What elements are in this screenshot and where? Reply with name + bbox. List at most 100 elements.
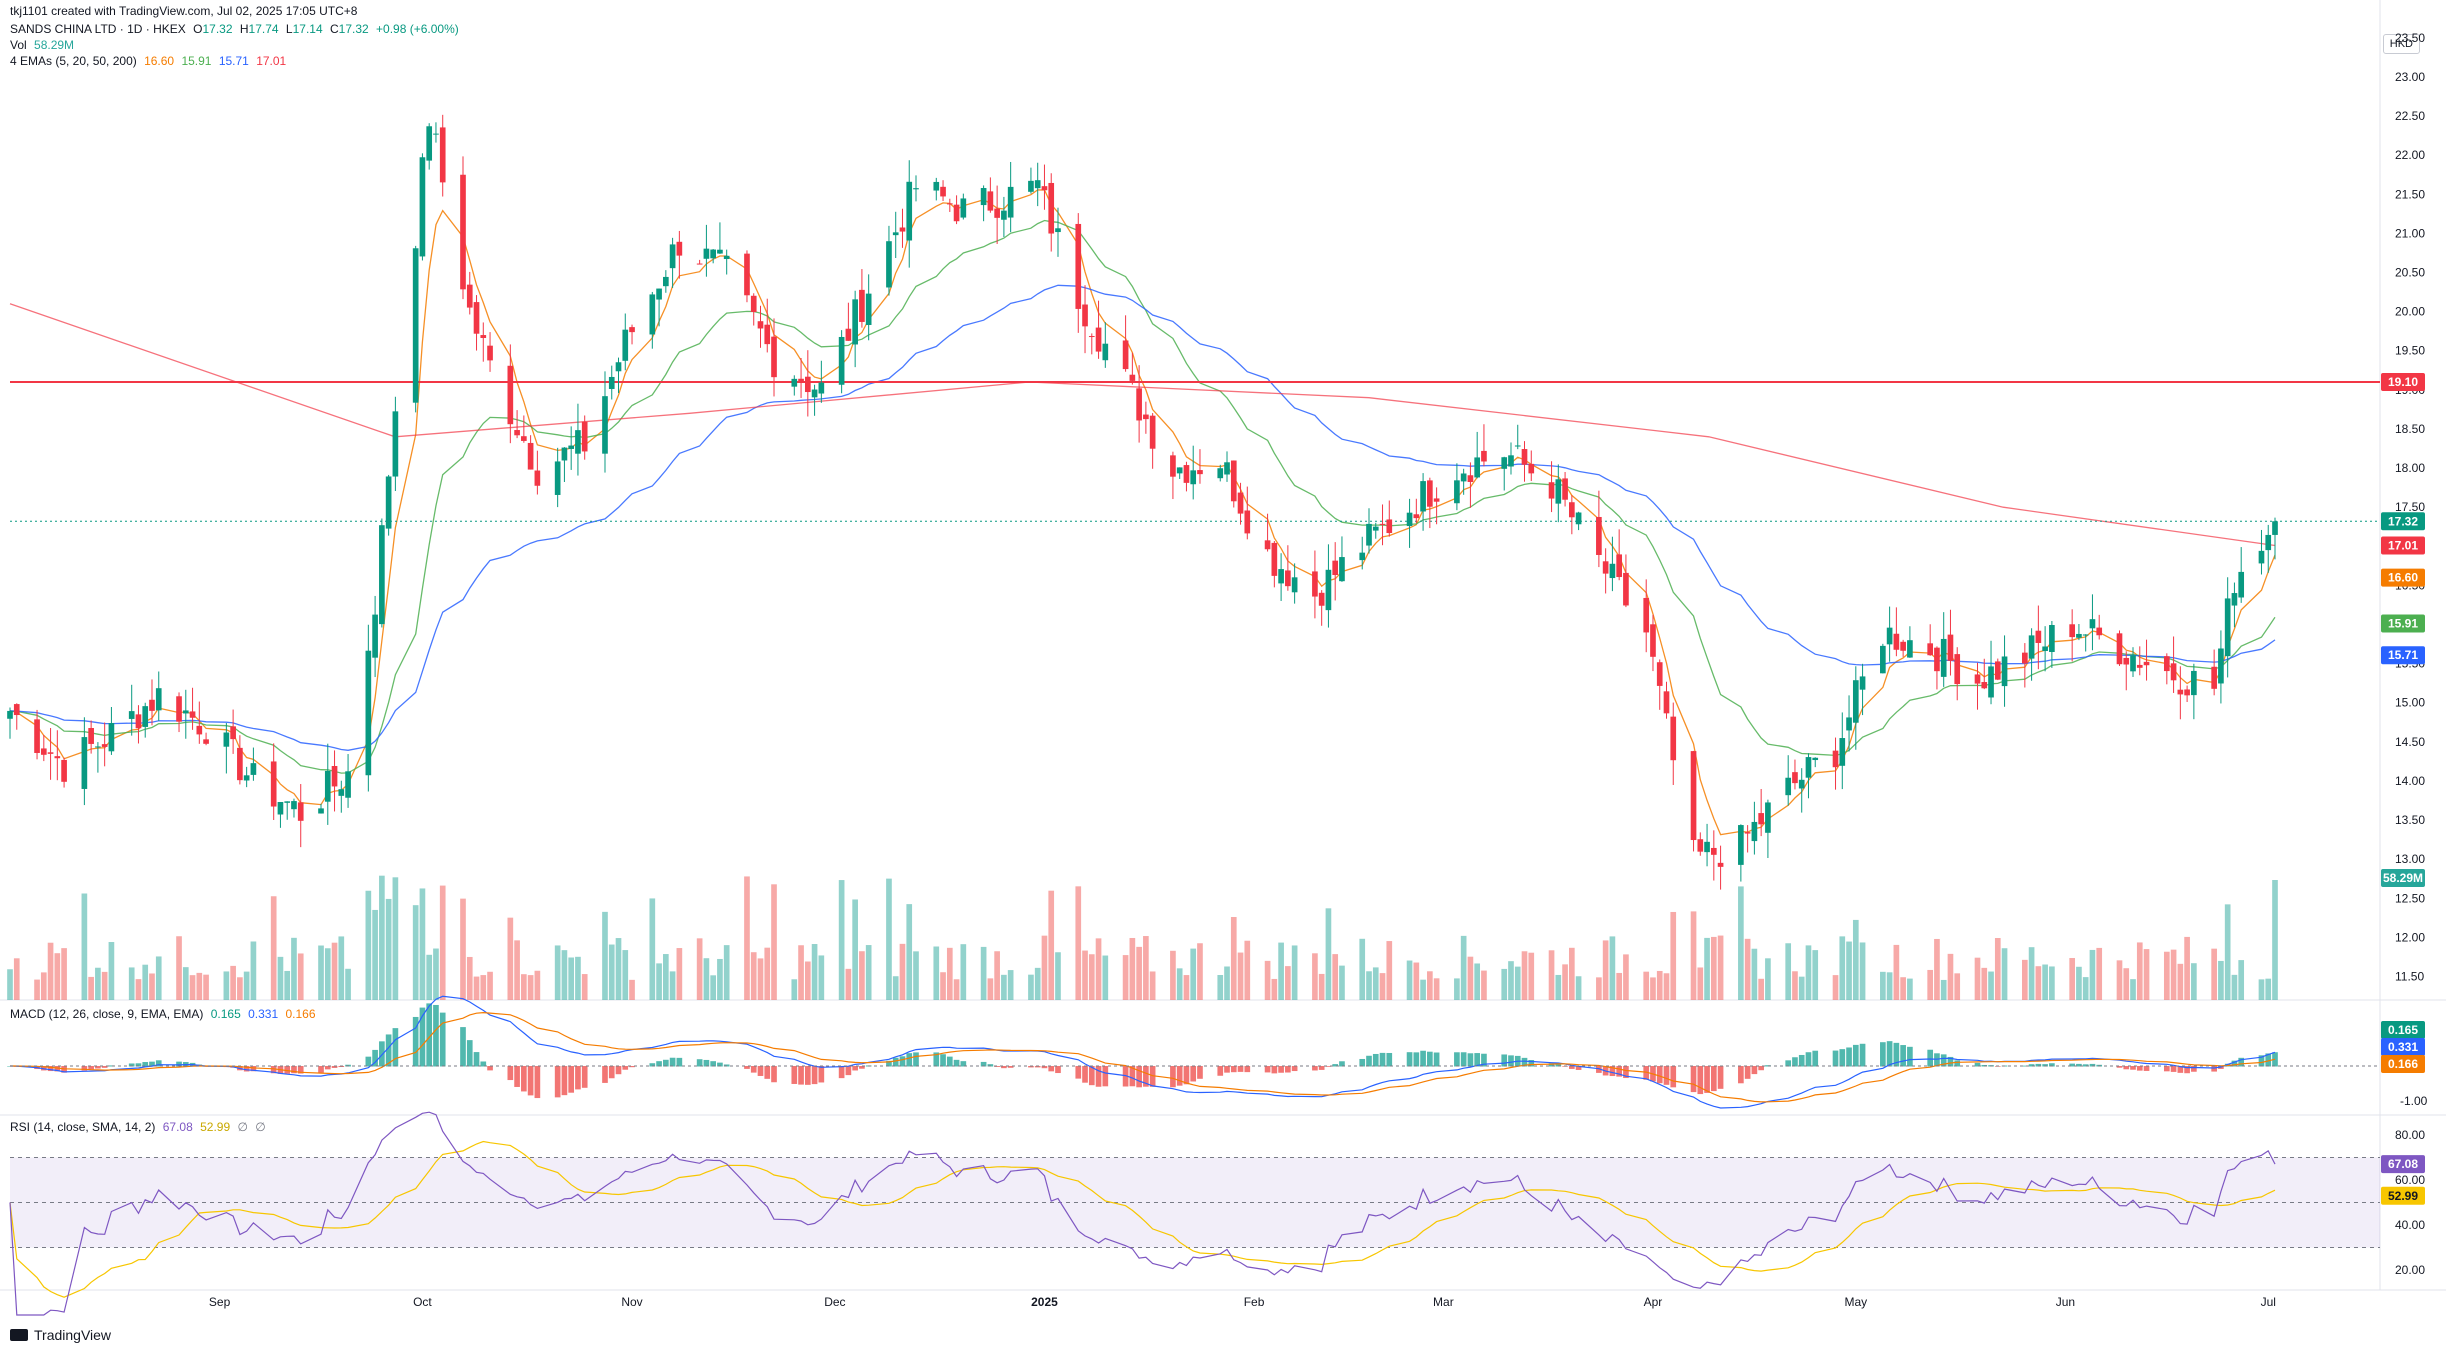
macd-badge [2381, 1055, 2425, 1073]
candle-body [723, 255, 730, 260]
candle-body [2042, 646, 2048, 651]
currency-button[interactable]: HKD [2382, 34, 2420, 54]
candle-body [521, 436, 527, 441]
macd-hist-bar [1886, 1041, 1893, 1067]
candle-body [243, 775, 250, 781]
volume-bar [757, 958, 764, 1000]
macd-hist-bar [1528, 1060, 1535, 1067]
candle-body [1325, 569, 1332, 611]
macd-hist-bar [1697, 1066, 1704, 1095]
candle-body [933, 181, 940, 191]
volume-bar [1285, 966, 1291, 1000]
macd-hist-bar [270, 1066, 277, 1074]
macd-hist-bar [1481, 1053, 1487, 1067]
candle-body [2130, 655, 2136, 672]
ema-line [9, 303, 2276, 547]
volume-bar [581, 974, 588, 1000]
macd-hist-bar [250, 1066, 257, 1072]
candle-body [1082, 304, 1088, 327]
price-badges: 19.10 17.32 17.01 16.60 15.91 15.71 58.29M [2381, 373, 2425, 887]
volume-bar [419, 888, 426, 1000]
volume-bar [1832, 975, 1839, 1000]
volume-bar [1190, 948, 1197, 1000]
volume-bar [629, 979, 635, 1000]
candle-body [1886, 627, 1893, 645]
candle-body [663, 276, 669, 287]
volume-bar [1055, 952, 1061, 1000]
volume-bar [1893, 944, 1900, 1000]
volume-bar [960, 944, 967, 1000]
rsi-legend: RSI (14, close, SMA, 14, 2) 67.08 52.99 … [10, 1120, 270, 1134]
candle-body [1555, 479, 1562, 504]
volume-bar [95, 967, 101, 1000]
volume-bar [1940, 979, 1947, 1000]
volume-bar [561, 950, 568, 1000]
macd-hist-bar [324, 1066, 331, 1070]
symbol-title[interactable]: SANDS CHINA LTD · 1D · HKEX [10, 22, 186, 36]
macd-badge [2381, 1038, 2425, 1056]
volume-bar [1075, 886, 1082, 1000]
candle-body [852, 299, 858, 345]
candle-body [2089, 619, 2096, 629]
macd-hist-bar [1785, 1060, 1792, 1067]
candle-body [277, 802, 284, 815]
volume-bar [1880, 971, 1886, 1000]
candle-body [1102, 343, 1109, 361]
macd-hist-bar [696, 1059, 703, 1067]
macd-hist-bar [1940, 1054, 1947, 1067]
volume-label[interactable]: Vol [10, 38, 27, 52]
rsi-label[interactable]: RSI (14, close, SMA, 14, 2) [10, 1120, 156, 1134]
rsi-ma-value: 52.99 [200, 1120, 231, 1134]
macd-label[interactable]: MACD (12, 26, close, 9, EMA, EMA) [10, 1007, 204, 1021]
candle-body [297, 802, 304, 821]
volume-bar [1596, 977, 1602, 1000]
macd-hist-bar [818, 1066, 825, 1083]
candle-body [182, 710, 189, 714]
volume-bar [1656, 970, 1663, 1000]
candle-body [88, 728, 94, 744]
candle-body [554, 461, 561, 495]
ema-label[interactable]: 4 EMAs (5, 20, 50, 200) [10, 54, 137, 68]
candle-body [1940, 638, 1947, 677]
candle-body [338, 789, 345, 796]
macd-hist-bar [1880, 1042, 1886, 1067]
macd-hist-bar [1372, 1053, 1379, 1067]
price-badge-label: 17.01 [2388, 539, 2418, 553]
volume-bar [196, 972, 203, 1000]
candle-body [1947, 634, 1954, 661]
volume-bar [2224, 904, 2231, 1000]
volume-bar [2238, 960, 2245, 1000]
candle-body [1893, 633, 1900, 650]
volume-bar [1460, 935, 1467, 1000]
volume-bar [1663, 973, 1670, 1000]
volume-bar [1650, 977, 1656, 1000]
candle-body [2265, 534, 2272, 551]
macd-hist-bar [1900, 1045, 1906, 1067]
volume-bar [568, 957, 575, 1000]
macd-hist-bar [1366, 1055, 1372, 1067]
volume-bar [717, 958, 723, 1000]
macd-hist-bar [521, 1066, 527, 1092]
macd-hist-bar [1839, 1049, 1846, 1067]
candle-body [1508, 455, 1514, 467]
macd-hist-bar [426, 1003, 433, 1067]
volume-bar [2049, 966, 2055, 1000]
close-label: C [329, 22, 339, 36]
macd-hist-bar [1007, 1066, 1014, 1068]
price-badge [2381, 869, 2425, 887]
macd-hist-bar [1312, 1066, 1318, 1071]
macd-hist-bar [1413, 1052, 1420, 1067]
grid [0, 0, 2446, 1291]
price-tick-label: 12.00 [2395, 930, 2425, 944]
volume-bar [798, 945, 804, 1000]
macd-hist-bar [480, 1061, 487, 1067]
ema-line [9, 189, 2276, 836]
macd-hist-bar [2035, 1063, 2042, 1067]
macd-hist-bar [953, 1059, 960, 1067]
volume-bar [771, 884, 777, 1000]
candle-body [1427, 480, 1433, 507]
volume-bar [1271, 978, 1278, 1000]
time-tick-label: May [1844, 1295, 1867, 1309]
candle-body [189, 711, 196, 718]
